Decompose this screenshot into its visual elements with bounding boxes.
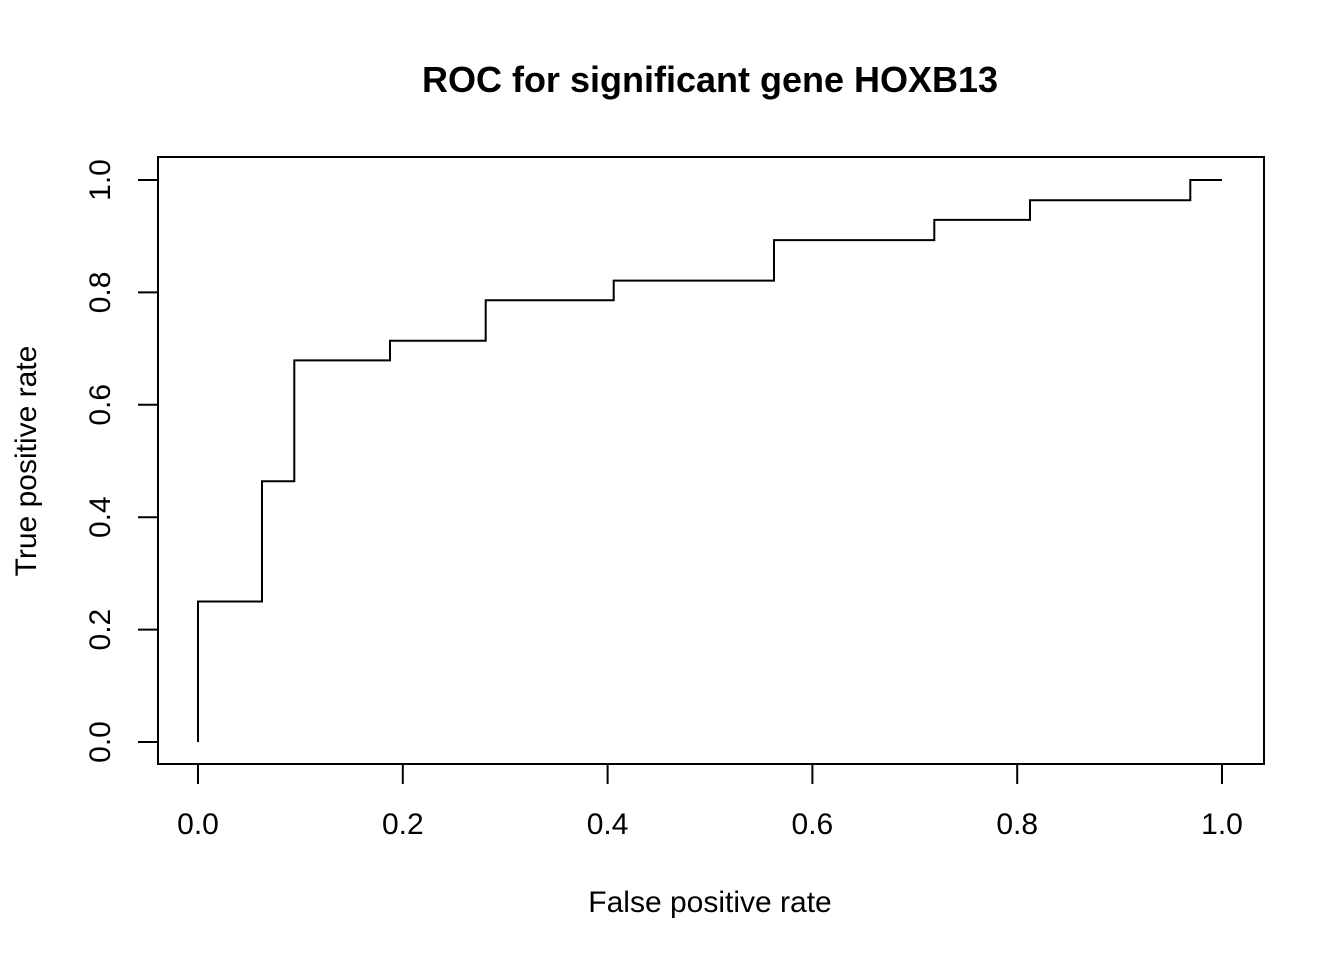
x-tick-label: 0.0 [177, 808, 219, 841]
y-tick-label: 0.8 [84, 272, 117, 314]
y-tick-label: 0.2 [84, 609, 117, 651]
x-tick-label: 1.0 [1201, 808, 1243, 841]
y-tick-label: 0.6 [84, 384, 117, 426]
x-tick-label: 0.6 [792, 808, 834, 841]
x-axis-label: False positive rate [588, 886, 831, 919]
y-tick-label: 0.0 [84, 721, 117, 763]
chart-title: ROC for significant gene HOXB13 [422, 59, 998, 100]
plot-area-frame [157, 156, 1265, 765]
roc-curve [197, 179, 1222, 742]
y-tick-label: 0.4 [84, 496, 117, 538]
x-tick-label: 0.2 [382, 808, 424, 841]
y-axis: 0.0 0.2 0.4 0.6 0.8 1.0 [84, 159, 159, 763]
y-axis-label: True positive rate [10, 346, 43, 577]
x-axis: 0.0 0.2 0.4 0.6 0.8 1.0 [177, 763, 1243, 841]
x-tick-label: 0.4 [587, 808, 629, 841]
x-tick-label: 0.8 [996, 808, 1038, 841]
y-tick-label: 1.0 [84, 159, 117, 201]
